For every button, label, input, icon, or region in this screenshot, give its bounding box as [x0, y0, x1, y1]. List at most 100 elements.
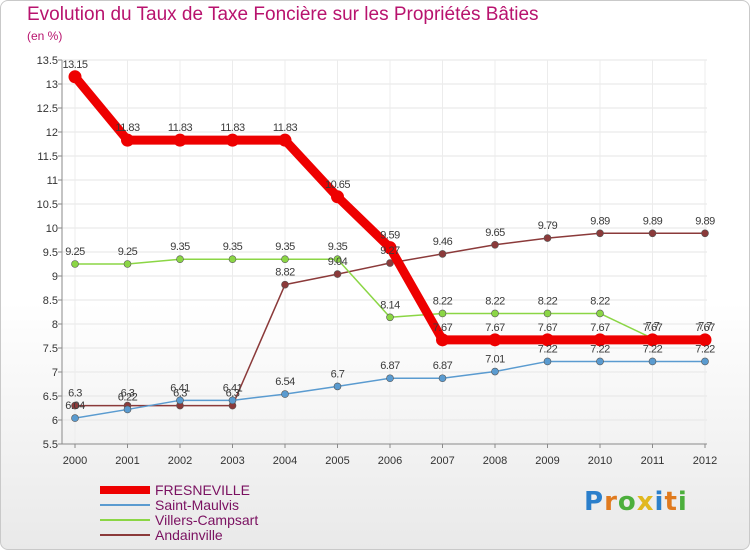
data-point-andainville — [491, 241, 499, 249]
legend-swatch-saint-maulvis — [100, 504, 150, 506]
data-point-saint-maulvis — [228, 396, 237, 405]
data-point-fresneville — [68, 70, 82, 84]
data-point-fresneville — [698, 333, 712, 347]
data-label-fresneville: 7.67 — [590, 322, 610, 334]
legend-item-andainville[interactable]: Andainville — [100, 527, 360, 543]
brand-letter: i — [677, 487, 688, 517]
y-tick-label: 12.5 — [37, 103, 58, 115]
y-tick-label: 10 — [46, 223, 58, 235]
data-label-fresneville: 11.83 — [273, 122, 298, 134]
data-label-saint-maulvis: 6.7 — [331, 368, 345, 380]
legend-item-villers-campsart[interactable]: Villers-Campsart — [100, 512, 360, 528]
x-tick-label: 2000 — [63, 455, 87, 467]
data-label-andainville: 9.46 — [433, 236, 453, 248]
y-tick-label: 7 — [52, 367, 58, 379]
x-tick-label: 2003 — [220, 455, 244, 467]
data-label-fresneville: 7.67 — [538, 322, 558, 334]
data-label-saint-maulvis: 6.41 — [170, 382, 190, 394]
data-point-villers-campsart — [491, 309, 499, 318]
data-point-fresneville — [646, 333, 659, 347]
data-point-villers-campsart — [176, 255, 184, 264]
chart-legend: FRESNEVILLE Saint-Maulvis Villers-Campsa… — [100, 482, 360, 543]
data-point-andainville — [701, 229, 709, 238]
legend-label-andainville: Andainville — [155, 527, 223, 543]
data-label-fresneville: 11.83 — [220, 122, 245, 134]
data-point-saint-maulvis — [176, 396, 184, 405]
brand-letter: i — [654, 487, 665, 517]
data-label-saint-maulvis: 7.01 — [485, 354, 505, 366]
data-label-andainville: 9.89 — [695, 215, 715, 227]
data-point-villers-campsart — [438, 309, 447, 318]
x-tick-label: 2004 — [273, 455, 297, 467]
data-label-andainville: 6.3 — [226, 388, 240, 400]
data-label-andainville: 9.89 — [590, 215, 610, 227]
data-label-saint-maulvis: 7.22 — [695, 343, 715, 355]
legend-item-saint-maulvis[interactable]: Saint-Maulvis — [100, 497, 360, 513]
data-label-fresneville: 13.15 — [62, 59, 87, 71]
data-point-fresneville — [226, 133, 239, 147]
data-label-fresneville: 11.83 — [115, 122, 140, 134]
chart-title: Evolution du Taux de Taxe Foncière sur l… — [27, 4, 539, 25]
data-label-villers-campsart: 8.14 — [380, 299, 400, 311]
data-label-fresneville: 7.67 — [485, 322, 505, 334]
legend-swatch-andainville — [100, 534, 150, 536]
brand-letter: P — [584, 487, 605, 517]
data-label-andainville: 9.27 — [380, 245, 400, 257]
data-label-andainville: 6.3 — [121, 388, 135, 400]
y-tick-label: 9.5 — [43, 247, 58, 259]
data-point-andainville — [333, 270, 342, 278]
y-tick-label: 11 — [47, 175, 58, 187]
y-tick-label: 11.5 — [37, 151, 58, 163]
x-tick-label: 2001 — [115, 455, 139, 467]
data-label-fresneville: 7.67 — [695, 322, 715, 334]
data-label-andainville: 9.79 — [538, 220, 558, 232]
x-tick-label: 2002 — [168, 455, 192, 467]
x-tick-label: 2006 — [378, 455, 402, 467]
data-label-andainville: 9.04 — [328, 256, 348, 268]
data-label-villers-campsart: 7.7 — [698, 320, 712, 332]
legend-label-saint-maulvis: Saint-Maulvis — [155, 497, 240, 513]
y-tick-label: 9 — [52, 271, 58, 283]
data-label-villers-campsart: 9.35 — [328, 241, 348, 253]
y-tick-label: 10.5 — [37, 199, 58, 211]
data-point-andainville — [281, 280, 289, 289]
data-point-saint-maulvis — [491, 367, 499, 376]
data-point-andainville — [71, 401, 79, 410]
data-point-saint-maulvis — [123, 405, 132, 414]
x-tick-label: 2011 — [641, 455, 665, 467]
data-label-fresneville: 9.59 — [380, 230, 400, 242]
y-tick-label: 6.5 — [43, 391, 58, 403]
data-label-andainville: 6.3 — [68, 388, 82, 400]
legend-label-villers-campsart: Villers-Campsart — [155, 512, 259, 528]
data-point-fresneville — [436, 333, 449, 347]
legend-item-fresneville[interactable]: FRESNEVILLE — [100, 482, 360, 498]
data-label-saint-maulvis: 6.22 — [118, 391, 138, 403]
brand-letter: x — [636, 487, 655, 517]
data-point-villers-campsart — [123, 260, 132, 268]
data-point-fresneville — [278, 133, 292, 147]
data-label-andainville: 6.3 — [173, 388, 187, 400]
y-tick-label: 8 — [52, 319, 58, 331]
data-label-saint-maulvis: 7.22 — [643, 343, 663, 355]
x-tick-label: 2008 — [483, 455, 507, 467]
data-point-saint-maulvis — [281, 390, 289, 398]
data-label-andainville: 8.82 — [275, 267, 295, 279]
data-point-fresneville — [541, 333, 554, 347]
data-point-villers-campsart — [596, 309, 604, 318]
data-point-saint-maulvis — [71, 414, 79, 422]
brand-logo: Proxiti — [584, 487, 688, 517]
data-label-fresneville: 7.67 — [433, 322, 453, 334]
brand-letter: o — [617, 487, 637, 517]
y-tick-label: 12 — [46, 127, 58, 139]
legend-swatch-villers-campsart — [100, 519, 150, 521]
y-tick-label: 13.5 — [37, 55, 58, 67]
data-point-villers-campsart — [228, 255, 237, 264]
data-point-fresneville — [383, 241, 397, 255]
data-label-villers-campsart: 9.25 — [118, 246, 138, 258]
y-tick-label: 6 — [52, 415, 58, 427]
data-label-saint-maulvis: 7.22 — [538, 343, 558, 355]
x-tick-label: 2012 — [693, 455, 717, 467]
data-label-saint-maulvis: 6.04 — [65, 400, 85, 412]
data-point-fresneville — [593, 333, 607, 347]
legend-label-fresneville: FRESNEVILLE — [155, 482, 250, 498]
